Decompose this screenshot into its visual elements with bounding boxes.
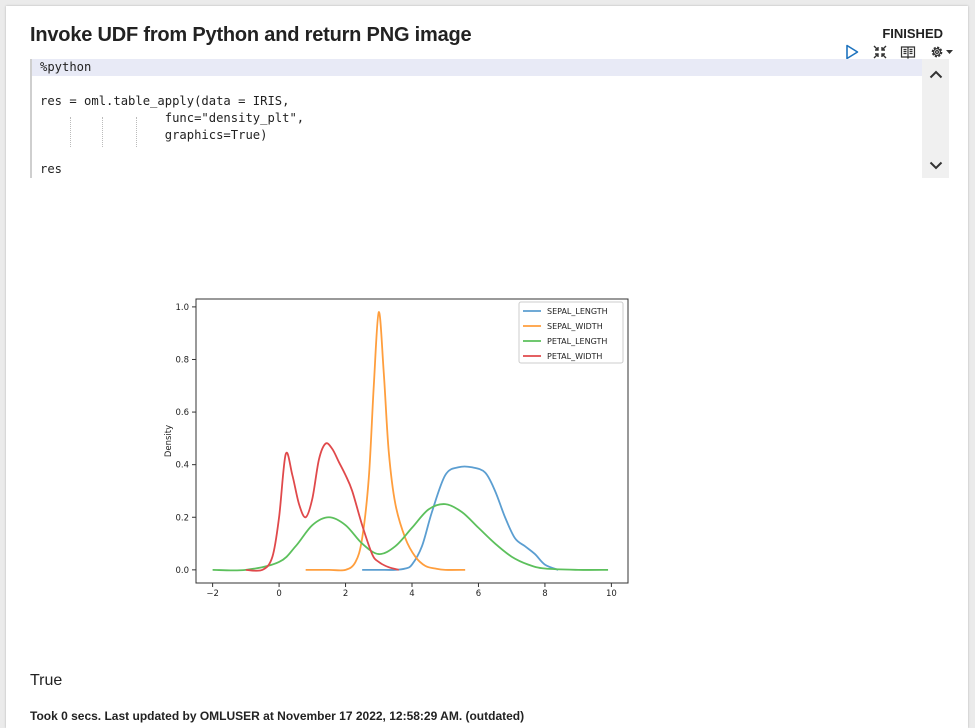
legend-entry: PETAL_LENGTH bbox=[547, 337, 607, 346]
notebook-paragraph: Invoke UDF from Python and return PNG im… bbox=[6, 6, 968, 728]
y-axis-label: Density bbox=[164, 425, 174, 457]
x-tick-label: 8 bbox=[542, 589, 547, 599]
code-text-area[interactable]: %python res = oml.table_apply(data = IRI… bbox=[32, 59, 922, 178]
paragraph-title[interactable]: Invoke UDF from Python and return PNG im… bbox=[30, 24, 472, 46]
hide-editor-button[interactable] bbox=[870, 42, 890, 62]
y-tick-label: 0.6 bbox=[175, 408, 189, 418]
gear-icon bbox=[931, 46, 942, 58]
density-plot-image: −2 0 2 4 6 8 10 0.0 0.2 0.4 0.6 0.8 1.0 Density SEPA… bbox=[155, 289, 630, 614]
result-text: True bbox=[30, 672, 63, 689]
code-editor[interactable]: %python res = oml.table_apply(data = IRI… bbox=[30, 59, 949, 178]
indent-guide bbox=[70, 117, 71, 147]
run-icon bbox=[846, 44, 859, 60]
x-tick-label: 0 bbox=[276, 589, 281, 599]
chevron-down-icon bbox=[929, 161, 942, 170]
chevron-up-icon bbox=[929, 70, 942, 79]
y-tick-label: 1.0 bbox=[175, 303, 189, 313]
paragraph-toolbar bbox=[842, 42, 956, 62]
legend-entry: SEPAL_WIDTH bbox=[547, 322, 603, 331]
code-line[interactable] bbox=[32, 144, 922, 161]
legend-entry: PETAL_WIDTH bbox=[547, 352, 602, 361]
code-line[interactable]: res bbox=[40, 162, 63, 176]
y-tick-label: 0.2 bbox=[175, 513, 189, 523]
code-line[interactable]: %python bbox=[32, 59, 922, 76]
paragraph-footer: Took 0 secs. Last updated by OMLUSER at … bbox=[30, 709, 525, 723]
scroll-up-button[interactable] bbox=[928, 67, 943, 82]
code-line[interactable] bbox=[32, 76, 922, 93]
series-line-sepal-width bbox=[305, 311, 466, 572]
chart-legend: SEPAL_LENGTH SEPAL_WIDTH PETAL_LENGTH PETAL… bbox=[518, 301, 624, 364]
paragraph-status: FINISHED bbox=[882, 26, 943, 41]
code-line[interactable]: graphics=True) bbox=[40, 128, 268, 142]
y-tick-label: 0.4 bbox=[175, 461, 189, 471]
legend-entry: SEPAL_LENGTH bbox=[547, 307, 608, 316]
x-tick-label: −2 bbox=[206, 589, 219, 599]
y-tick-label: 0.0 bbox=[175, 566, 189, 576]
series-line-petal-length bbox=[212, 503, 609, 572]
x-tick-label: 4 bbox=[409, 589, 414, 599]
run-paragraph-button[interactable] bbox=[842, 42, 862, 62]
series-line-sepal-length bbox=[362, 465, 559, 571]
indent-guide bbox=[102, 117, 103, 147]
editor-scrollbar[interactable] bbox=[922, 59, 949, 178]
x-tick-label: 10 bbox=[606, 589, 617, 599]
x-tick-label: 6 bbox=[476, 589, 481, 599]
caret-down-icon bbox=[945, 50, 953, 54]
collapse-icon bbox=[873, 45, 887, 59]
legend-box bbox=[518, 301, 624, 364]
indent-guide bbox=[136, 117, 137, 147]
settings-button[interactable] bbox=[926, 42, 956, 62]
book-icon bbox=[900, 46, 916, 60]
x-tick-label: 2 bbox=[343, 589, 348, 599]
series-line-petal-width bbox=[245, 442, 399, 572]
code-line[interactable]: res = oml.table_apply(data = IRIS, bbox=[40, 94, 290, 108]
code-line[interactable]: func="density_plt", bbox=[40, 111, 305, 125]
scroll-down-button[interactable] bbox=[928, 158, 943, 173]
y-tick-label: 0.8 bbox=[175, 355, 189, 365]
hide-output-button[interactable] bbox=[898, 42, 918, 62]
